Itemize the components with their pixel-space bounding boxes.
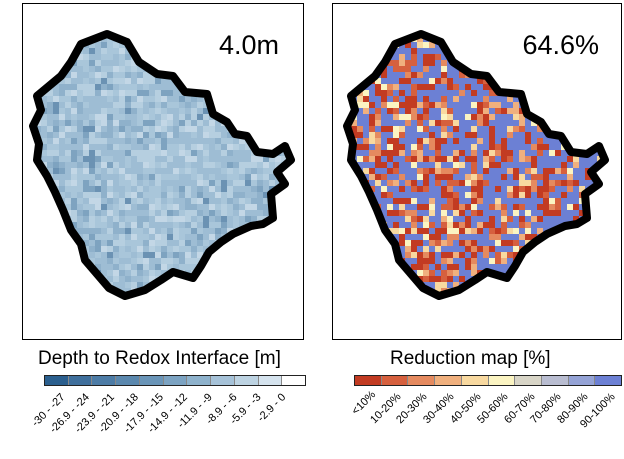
colorbar-swatch: [541, 376, 569, 385]
colorbar-swatch: [461, 376, 489, 385]
depth-value-label: 4.0m: [218, 30, 279, 60]
reduction-legend-title: Reduction map [%]: [390, 348, 551, 369]
region-boundary: [343, 30, 609, 300]
depth-map-panel: 4.0m: [22, 3, 304, 340]
depth-colorbar: [44, 375, 306, 386]
region-boundary: [29, 30, 295, 300]
colorbar-swatch: [488, 376, 516, 385]
colorbar-swatch: [187, 376, 212, 385]
colorbar-swatch: [116, 376, 140, 385]
colorbar-swatch: [515, 376, 542, 385]
colorbar-swatch: [408, 376, 436, 385]
colorbar-swatch: [139, 376, 164, 385]
colorbar-swatch: [45, 376, 69, 385]
reduction-colorbar: [354, 375, 622, 386]
colorbar-swatch: [258, 376, 283, 385]
depth-map: [29, 30, 295, 300]
depth-legend-title: Depth to Redox Interface [m]: [38, 348, 281, 369]
reduction-value-label: 64.6%: [522, 30, 599, 60]
colorbar-swatch: [282, 376, 306, 385]
colorbar-swatch: [595, 376, 622, 385]
reduction-map: [343, 30, 609, 300]
colorbar-swatch: [355, 376, 382, 385]
colorbar-swatch: [568, 376, 596, 385]
reduction-map-panel: 64.6%: [332, 3, 622, 340]
colorbar-swatch: [68, 376, 93, 385]
colorbar-swatch: [435, 376, 462, 385]
colorbar-swatch: [163, 376, 188, 385]
reduction-raster: [347, 34, 605, 296]
colorbar-swatch: [234, 376, 259, 385]
colorbar-swatch: [92, 376, 117, 385]
colorbar-swatch: [381, 376, 409, 385]
colorbar-swatch: [211, 376, 235, 385]
